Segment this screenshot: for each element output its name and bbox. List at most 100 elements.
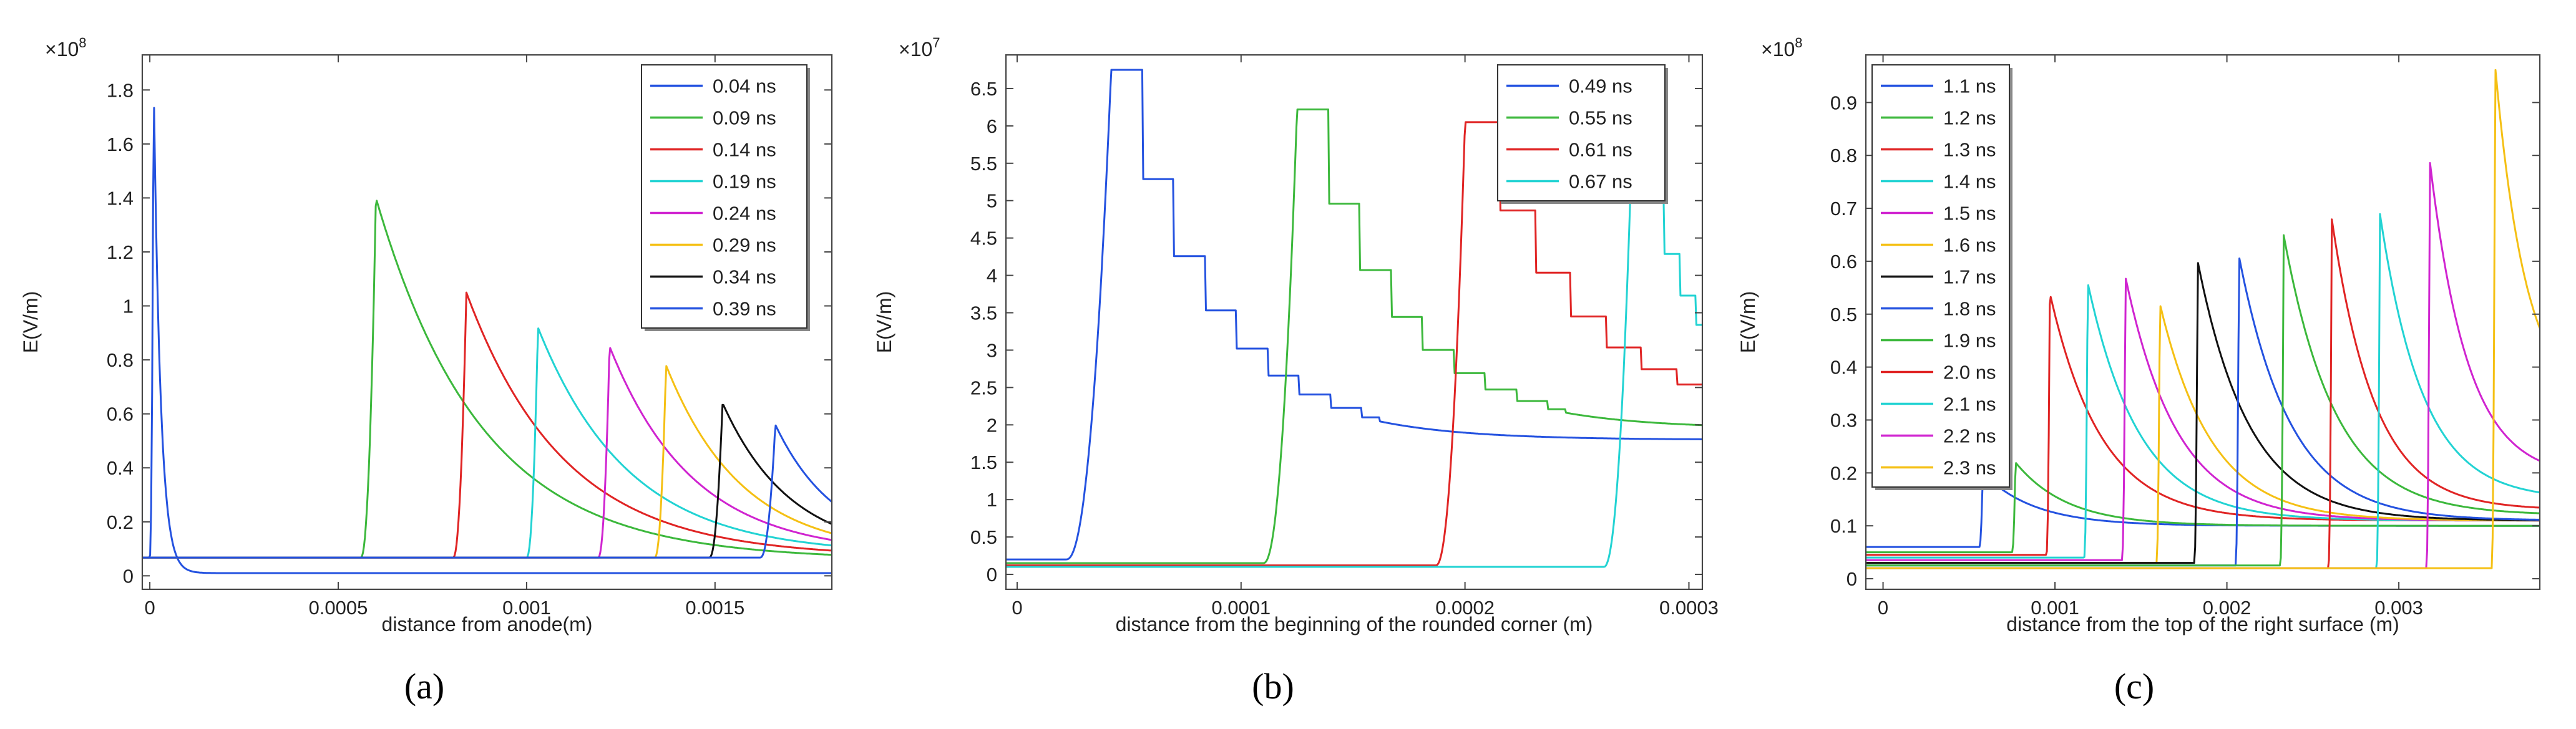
y-tick-label: 5 xyxy=(987,190,997,212)
series-line-0.04-ns xyxy=(142,107,832,574)
x-tick-label: 0 xyxy=(1012,597,1022,619)
legend-entry: 2.0 ns xyxy=(1943,362,1996,384)
y-tick-label: 1 xyxy=(123,296,134,317)
y-tick-label: 5.5 xyxy=(970,153,997,175)
x-tick-label: 0.0003 xyxy=(1659,597,1719,619)
series-line-0.67-ns xyxy=(1006,110,1702,568)
x-tick-label: 0.0002 xyxy=(1435,597,1495,619)
y-tick-label: 1.4 xyxy=(107,187,134,209)
panel-caption: (c) xyxy=(2114,666,2154,707)
chart-panel-a: 0 0.0005 0.001 0.0015 0 0.2 0.4 0.6 0.8 1 1.2 1.4 1.… xyxy=(19,35,833,707)
series-line-0.61-ns xyxy=(1006,121,1702,567)
y-tick-label: 0.6 xyxy=(1830,251,1857,273)
y-exponent-label: ×108 xyxy=(1761,35,1803,60)
legend-entry: 1.2 ns xyxy=(1943,107,1996,129)
legend-entry: 1.8 ns xyxy=(1943,298,1996,320)
y-tick-label: 0.4 xyxy=(107,457,134,479)
series-line-0.14-ns xyxy=(142,291,832,559)
series-line-0.39-ns xyxy=(142,424,832,559)
y-tick-label: 0.1 xyxy=(1830,515,1857,537)
legend-entry: 1.1 ns xyxy=(1943,75,1996,97)
y-tick-label: 6 xyxy=(987,115,997,137)
x-tick-label: 0.002 xyxy=(2203,597,2252,619)
y-tick-label: 0.6 xyxy=(107,403,134,425)
y-axis-label: E(V/m) xyxy=(19,291,42,354)
y-tick-label: 0.5 xyxy=(1830,304,1857,326)
legend-entry: 2.1 ns xyxy=(1943,393,1996,415)
x-tick-label: 0 xyxy=(1878,597,1888,619)
legend-entry: 0.34 ns xyxy=(713,266,776,288)
x-tick-label: 0.0005 xyxy=(309,597,368,619)
y-tick-label: 0.2 xyxy=(1830,462,1857,484)
legend-entry: 2.3 ns xyxy=(1943,457,1996,479)
y-tick-label: 0.8 xyxy=(107,349,134,371)
legend-entry: 0.09 ns xyxy=(713,107,776,129)
y-tick-label: 2.5 xyxy=(970,377,997,398)
legend-entry: 0.49 ns xyxy=(1569,75,1632,97)
legend-entry: 1.3 ns xyxy=(1943,139,1996,161)
legend-entry: 2.2 ns xyxy=(1943,425,1996,447)
panel-caption: (a) xyxy=(404,666,444,707)
series-line-0.55-ns xyxy=(1006,109,1702,564)
legend-entry: 0.19 ns xyxy=(713,171,776,193)
y-tick-label: 0.4 xyxy=(1830,357,1857,379)
y-axis-label: E(V/m) xyxy=(873,291,895,354)
legend-entry: 0.29 ns xyxy=(713,234,776,256)
legend-box xyxy=(1497,64,1666,201)
x-tick-label: 0.001 xyxy=(2031,597,2079,619)
legend-entry: 1.7 ns xyxy=(1943,266,1996,288)
series-line-0.49-ns xyxy=(1006,69,1702,561)
y-axis-label: E(V/m) xyxy=(1737,291,1759,354)
legend-entry: 0.39 ns xyxy=(713,298,776,320)
y-tick-label: 0.7 xyxy=(1830,198,1857,220)
y-exponent-power: 8 xyxy=(79,35,86,51)
y-tick-label: 0.9 xyxy=(1830,92,1857,113)
series-line-0.34-ns xyxy=(142,403,832,559)
legend-entry: 1.4 ns xyxy=(1943,171,1996,193)
y-exponent-base: ×10 xyxy=(899,38,932,60)
series-group xyxy=(1866,69,2540,569)
legend-box xyxy=(641,64,807,329)
y-exponent-label: ×108 xyxy=(45,35,87,60)
x-tick-label: 0.0001 xyxy=(1211,597,1271,619)
y-exponent-base: ×10 xyxy=(45,38,79,60)
x-tick-label: 0.003 xyxy=(2374,597,2423,619)
chart-panel-c: 0 0.001 0.002 0.003 0 0.1 0.2 0.3 0.4 0.5 0.6 0.7 0.… xyxy=(1737,35,2541,707)
y-tick-label: 1.5 xyxy=(970,451,997,473)
legend-entry: 0.04 ns xyxy=(713,75,776,97)
y-tick-label: 0.8 xyxy=(1830,145,1857,167)
y-tick-label: 0.2 xyxy=(107,511,134,533)
plot-frame xyxy=(141,54,833,591)
y-tick-label: 4 xyxy=(987,265,997,287)
legend-entry: 0.67 ns xyxy=(1569,171,1632,193)
y-tick-label: 0 xyxy=(123,565,134,587)
y-tick-label: 1 xyxy=(987,489,997,511)
x-tick-label: 0 xyxy=(144,597,155,619)
y-exponent-power: 8 xyxy=(1795,35,1802,51)
y-tick-label: 1.2 xyxy=(107,241,134,263)
y-tick-label: 1.8 xyxy=(107,79,134,101)
y-tick-label: 6.5 xyxy=(970,78,997,100)
y-tick-label: 0.5 xyxy=(970,526,997,548)
y-tick-label: 2 xyxy=(987,414,997,436)
x-tick-label: 0.0015 xyxy=(685,597,744,619)
plot-frame xyxy=(1005,54,1704,591)
series-group xyxy=(1006,69,1702,568)
legend-entry: 0.55 ns xyxy=(1569,107,1632,129)
y-exponent-base: ×10 xyxy=(1761,38,1795,60)
legend-entry: 1.5 ns xyxy=(1943,203,1996,224)
series-line-0.19-ns xyxy=(142,327,832,559)
x-axis-label: distance from the beginning of the round… xyxy=(1116,613,1593,635)
y-tick-label: 0 xyxy=(987,564,997,586)
plot-frame xyxy=(1865,54,2541,591)
x-axis-label: distance from anode(m) xyxy=(382,613,593,635)
series-group xyxy=(142,107,832,574)
legend-entry: 0.14 ns xyxy=(713,139,776,161)
panel-caption: (b) xyxy=(1252,666,1294,707)
y-tick-label: 3 xyxy=(987,339,997,361)
series-line-2.3-ns xyxy=(1866,69,2540,569)
y-tick-label: 1.6 xyxy=(107,133,134,155)
x-axis-label: distance from the top of the right surfa… xyxy=(2006,613,2399,635)
y-tick-label: 4.5 xyxy=(970,228,997,249)
